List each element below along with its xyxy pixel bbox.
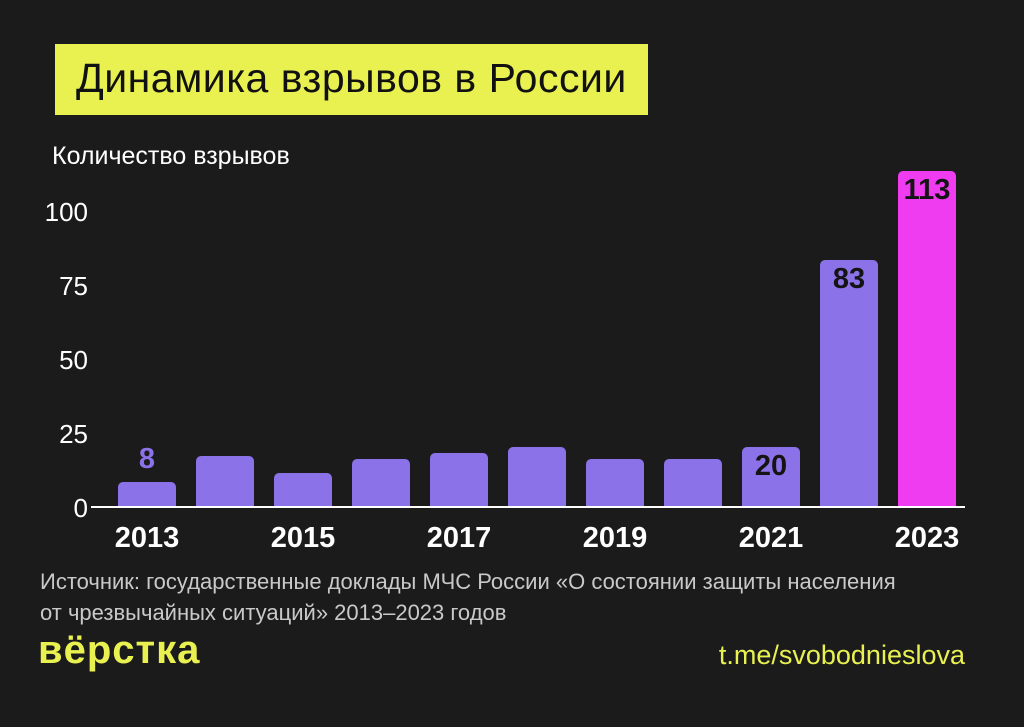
bar-2019 xyxy=(586,458,644,506)
x-tick-label-2019: 2019 xyxy=(582,522,648,554)
x-axis-line xyxy=(91,506,965,508)
chart-y-axis-title: Количество взрывов xyxy=(52,142,290,170)
y-axis: 0 25 50 75 100 xyxy=(0,170,88,524)
bar-2017 xyxy=(430,452,488,506)
bar-chart-plot-area: 8 20 83 113 xyxy=(91,170,965,508)
x-tick-label-2013: 2013 xyxy=(114,522,180,554)
x-tick-label-2017: 2017 xyxy=(426,522,492,554)
title-banner: Динамика взрывов в России xyxy=(55,44,648,115)
bar-2022 xyxy=(820,259,878,506)
telegram-link[interactable]: t.me/svobodnieslova xyxy=(718,640,965,670)
source-note: Источник: государственные доклады МЧС Ро… xyxy=(40,569,896,626)
bar-2015 xyxy=(274,473,332,506)
bar-2018 xyxy=(508,446,566,506)
x-tick-label-2015: 2015 xyxy=(270,522,336,554)
verstka-logo: вёрстка xyxy=(38,628,201,672)
bar-value-label-2023: 113 xyxy=(903,174,951,206)
bar-2021 xyxy=(742,446,800,506)
y-tick-label-0: 0 xyxy=(73,493,88,523)
page-title: Динамика взрывов в России xyxy=(76,55,627,101)
bar-2023 xyxy=(898,171,956,506)
bar-value-label-2013: 8 xyxy=(138,443,156,476)
bar-value-label-2022: 83 xyxy=(832,262,866,295)
bar-2016 xyxy=(352,458,410,506)
bar-2020 xyxy=(664,458,722,506)
bar-2013 xyxy=(118,482,176,506)
y-tick-label-75: 75 xyxy=(59,270,88,301)
y-tick-label-25: 25 xyxy=(59,418,88,449)
x-axis: 2013 2015 2017 2019 2021 2023 xyxy=(95,514,965,558)
x-tick-label-2021: 2021 xyxy=(738,522,804,554)
x-tick-label-2023: 2023 xyxy=(894,522,960,554)
bar-2014 xyxy=(196,455,254,506)
bar-value-label-2021: 20 xyxy=(754,449,788,482)
y-tick-label-50: 50 xyxy=(59,344,88,375)
y-tick-label-100: 100 xyxy=(44,196,88,227)
